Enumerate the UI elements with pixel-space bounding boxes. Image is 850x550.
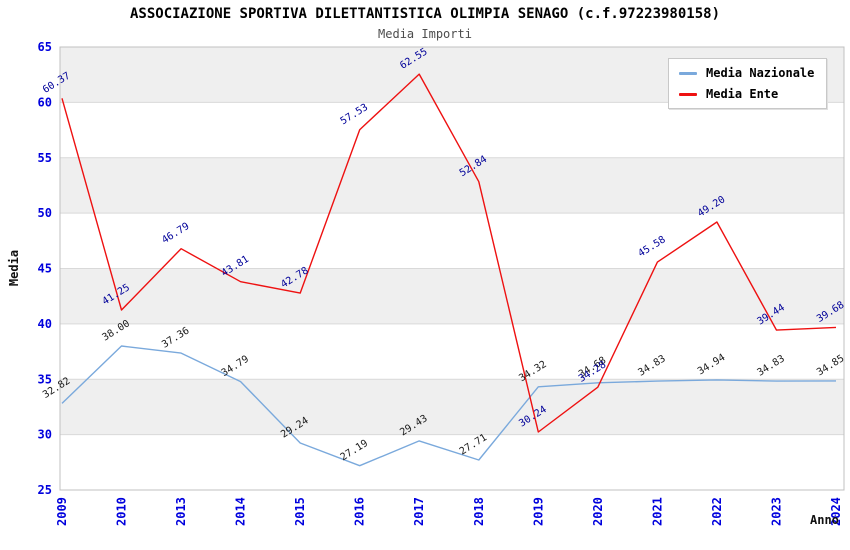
svg-text:34.85: 34.85 — [815, 353, 846, 378]
media-nazionale-line-swatch — [679, 71, 697, 75]
svg-text:35: 35 — [38, 372, 52, 386]
svg-text:2013: 2013 — [174, 497, 188, 526]
svg-text:34.83: 34.83 — [755, 353, 786, 378]
svg-text:37.36: 37.36 — [160, 325, 191, 350]
svg-text:2018: 2018 — [472, 497, 486, 526]
svg-text:25: 25 — [38, 483, 52, 497]
svg-text:46.79: 46.79 — [160, 221, 191, 246]
y-axis-title: Media — [7, 249, 21, 287]
svg-text:60: 60 — [38, 95, 52, 109]
chart-subtitle: Media Importi — [378, 27, 472, 41]
svg-text:30: 30 — [38, 428, 52, 442]
legend-label-media-nazionale: Media Nazionale — [706, 66, 815, 80]
svg-text:57.53: 57.53 — [339, 102, 370, 127]
svg-text:2022: 2022 — [710, 497, 724, 526]
svg-text:55: 55 — [38, 151, 52, 165]
grid-lines — [60, 101, 844, 436]
svg-text:2014: 2014 — [234, 497, 248, 526]
svg-text:45.58: 45.58 — [636, 234, 667, 259]
chart-legend: Media Nazionale Media Ente — [668, 58, 828, 109]
svg-text:45: 45 — [38, 262, 52, 276]
legend-item-media-ente: Media Ente — [679, 87, 814, 101]
svg-text:2021: 2021 — [650, 497, 664, 526]
svg-text:34.94: 34.94 — [696, 352, 727, 377]
legend-item-media-nazionale: Media Nazionale — [679, 66, 814, 80]
svg-text:2024: 2024 — [829, 497, 843, 526]
svg-text:2010: 2010 — [115, 497, 129, 526]
svg-text:2019: 2019 — [531, 497, 545, 526]
series-line-media-nazionale — [61, 345, 837, 467]
y-axis-tick-labels: 25 30 35 40 45 50 55 60 65 — [38, 40, 52, 497]
plot-bands — [60, 47, 844, 435]
svg-text:34.83: 34.83 — [636, 353, 667, 378]
svg-text:2020: 2020 — [591, 497, 605, 526]
svg-text:34.79: 34.79 — [220, 354, 251, 379]
svg-text:2015: 2015 — [293, 497, 307, 526]
svg-text:50: 50 — [38, 206, 52, 220]
svg-text:27.19: 27.19 — [339, 438, 370, 463]
x-axis-title: Anno — [810, 513, 839, 527]
svg-text:2017: 2017 — [412, 497, 426, 526]
svg-text:2016: 2016 — [353, 497, 367, 526]
svg-text:65: 65 — [38, 40, 52, 54]
chart-title: ASSOCIAZIONE SPORTIVA DILETTANTISTICA OL… — [129, 6, 720, 22]
legend-label-media-ente: Media Ente — [706, 87, 779, 101]
series-line-media-ente — [61, 73, 837, 433]
x-axis-tick-labels: 2009 2010 2013 2014 2015 2016 2017 2018 2019 2020… — [55, 497, 843, 526]
svg-text:2023: 2023 — [769, 497, 783, 526]
svg-text:40: 40 — [38, 317, 52, 331]
plot-border — [59, 46, 845, 491]
svg-text:2009: 2009 — [55, 497, 69, 526]
media-ente-line-swatch — [679, 92, 697, 96]
